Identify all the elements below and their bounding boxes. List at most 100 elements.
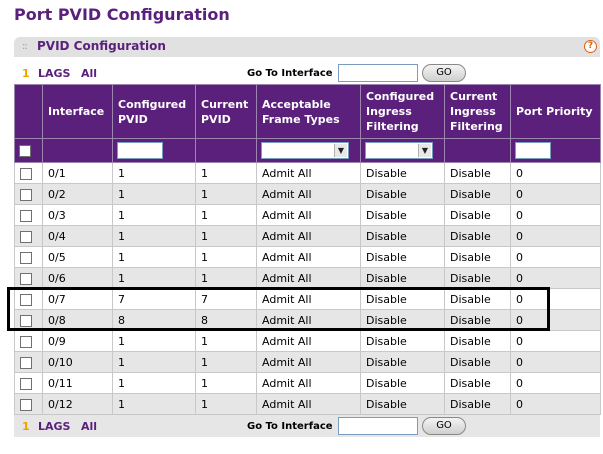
column-header-configured-ingress[interactable]: Configured Ingress Filtering <box>360 84 445 139</box>
column-header-frame-types[interactable]: Acceptable Frame Types <box>256 84 361 139</box>
page-number-link[interactable]: 1 <box>22 67 30 80</box>
current-ingress-cell: Disable <box>444 393 511 415</box>
frame-types-cell: Admit All <box>256 351 361 373</box>
column-header-interface[interactable]: Interface <box>42 84 113 139</box>
port-priority-cell: 0 <box>510 183 601 205</box>
interface-cell: 0/12 <box>42 393 113 415</box>
go-button[interactable]: GO <box>422 417 466 435</box>
frame-types-cell: Admit All <box>256 246 361 268</box>
table-row[interactable]: 0/9 1 1 Admit All Disable Disable 0 <box>14 330 601 352</box>
row-checkbox[interactable] <box>20 209 32 222</box>
configured-ingress-cell: Disable <box>360 267 445 289</box>
configured-pvid-cell: 1 <box>112 267 196 289</box>
configured-ingress-cell: Disable <box>360 183 445 205</box>
table-row[interactable]: 0/10 1 1 Admit All Disable Disable 0 <box>14 351 601 373</box>
goto-interface-input[interactable] <box>338 417 418 435</box>
row-checkbox[interactable] <box>20 251 32 264</box>
all-link[interactable]: All <box>81 67 98 80</box>
interface-cell: 0/8 <box>42 309 113 331</box>
column-header-port-priority[interactable]: Port Priority <box>510 84 601 139</box>
port-priority-cell: 0 <box>510 246 601 268</box>
current-pvid-cell: 1 <box>195 351 257 373</box>
filter-row: ▼ ▼ <box>14 138 601 163</box>
current-pvid-cell: 1 <box>195 393 257 415</box>
frame-types-cell: Admit All <box>256 183 361 205</box>
table-row[interactable]: 0/12 1 1 Admit All Disable Disable 0 <box>14 393 601 415</box>
help-icon[interactable]: ? <box>584 40 597 53</box>
chevron-down-icon: ▼ <box>334 144 347 157</box>
table-row[interactable]: 0/7 7 7 Admit All Disable Disable 0 <box>14 288 601 310</box>
column-header-configured-pvid[interactable]: Configured PVID <box>112 84 196 139</box>
lags-link[interactable]: LAGS <box>38 67 71 80</box>
frame-types-cell: Admit All <box>256 288 361 310</box>
table-row[interactable]: 0/5 1 1 Admit All Disable Disable 0 <box>14 246 601 268</box>
current-pvid-cell: 1 <box>195 162 257 184</box>
configured-pvid-cell: 1 <box>112 204 196 226</box>
drag-grip-icon[interactable]: :: <box>22 41 28 52</box>
row-checkbox[interactable] <box>20 398 32 411</box>
row-checkbox[interactable] <box>20 377 32 390</box>
current-pvid-cell: 1 <box>195 330 257 352</box>
table-row[interactable]: 0/11 1 1 Admit All Disable Disable 0 <box>14 372 601 394</box>
port-priority-cell: 0 <box>510 393 601 415</box>
interface-cell: 0/1 <box>42 162 113 184</box>
ingress-filtering-select[interactable]: ▼ <box>365 142 433 159</box>
frame-types-cell: Admit All <box>256 225 361 247</box>
page-number-link[interactable]: 1 <box>22 420 30 433</box>
column-header-current-pvid[interactable]: Current PVID <box>195 84 257 139</box>
row-checkbox[interactable] <box>20 230 32 243</box>
current-ingress-cell: Disable <box>444 225 511 247</box>
configured-pvid-cell: 1 <box>112 162 196 184</box>
goto-interface-label: Go To Interface <box>247 68 333 79</box>
configured-pvid-cell: 1 <box>112 246 196 268</box>
configured-ingress-cell: Disable <box>360 330 445 352</box>
select-all-checkbox[interactable] <box>19 145 31 157</box>
port-priority-field[interactable] <box>515 142 551 159</box>
current-ingress-cell: Disable <box>444 351 511 373</box>
configured-ingress-cell: Disable <box>360 288 445 310</box>
row-checkbox[interactable] <box>20 314 32 327</box>
table-row[interactable]: 0/4 1 1 Admit All Disable Disable 0 <box>14 225 601 247</box>
row-checkbox[interactable] <box>20 272 32 285</box>
lags-link[interactable]: LAGS <box>38 420 71 433</box>
current-ingress-cell: Disable <box>444 162 511 184</box>
row-checkbox[interactable] <box>20 167 32 180</box>
row-checkbox[interactable] <box>20 356 32 369</box>
configured-ingress-cell: Disable <box>360 372 445 394</box>
frame-types-cell: Admit All <box>256 162 361 184</box>
current-ingress-cell: Disable <box>444 309 511 331</box>
table-row[interactable]: 0/2 1 1 Admit All Disable Disable 0 <box>14 183 601 205</box>
frame-types-select[interactable]: ▼ <box>261 142 349 159</box>
header-row: Interface Configured PVID Current PVID A… <box>14 84 601 139</box>
current-pvid-cell: 1 <box>195 246 257 268</box>
table-row[interactable]: 0/1 1 1 Admit All Disable Disable 0 <box>14 162 601 184</box>
goto-interface-input[interactable] <box>338 64 418 82</box>
interface-cell: 0/5 <box>42 246 113 268</box>
configured-pvid-field[interactable] <box>117 142 163 159</box>
pvid-table: Interface Configured PVID Current PVID A… <box>14 84 601 415</box>
current-pvid-cell: 1 <box>195 183 257 205</box>
go-button[interactable]: GO <box>422 64 466 82</box>
row-checkbox[interactable] <box>20 188 32 201</box>
column-header-current-ingress[interactable]: Current Ingress Filtering <box>444 84 511 139</box>
column-header-select <box>14 84 43 139</box>
port-priority-cell: 0 <box>510 372 601 394</box>
table-row[interactable]: 0/6 1 1 Admit All Disable Disable 0 <box>14 267 601 289</box>
port-priority-cell: 0 <box>510 204 601 226</box>
current-ingress-cell: Disable <box>444 246 511 268</box>
frame-types-cell: Admit All <box>256 267 361 289</box>
row-checkbox[interactable] <box>20 335 32 348</box>
table-row[interactable]: 0/3 1 1 Admit All Disable Disable 0 <box>14 204 601 226</box>
port-priority-cell: 0 <box>510 330 601 352</box>
configured-ingress-cell: Disable <box>360 162 445 184</box>
current-pvid-cell: 1 <box>195 204 257 226</box>
configured-pvid-cell: 1 <box>112 372 196 394</box>
all-link[interactable]: All <box>81 420 98 433</box>
configured-pvid-cell: 1 <box>112 183 196 205</box>
panel-header: :: PVID Configuration ? <box>14 37 600 57</box>
port-priority-cell: 0 <box>510 225 601 247</box>
row-checkbox[interactable] <box>20 293 32 306</box>
configured-pvid-cell: 1 <box>112 225 196 247</box>
current-pvid-cell: 1 <box>195 225 257 247</box>
frame-types-cell: Admit All <box>256 372 361 394</box>
